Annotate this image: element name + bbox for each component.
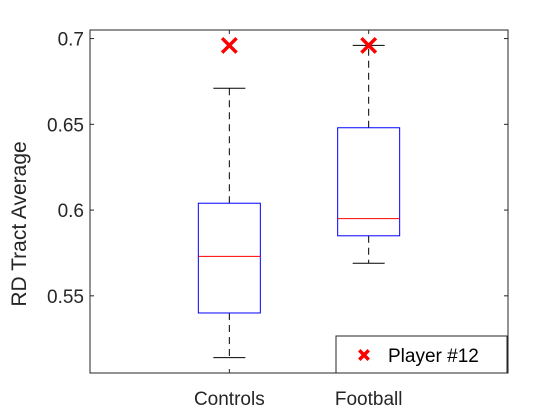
y-axis-label: RD Tract Average [8, 141, 31, 306]
player-marker-football [360, 36, 378, 54]
plot-frame [89, 29, 509, 374]
y-tick-label: 0.7 [58, 30, 84, 51]
highlight-points [220, 36, 378, 54]
x-tick-label: Football [335, 389, 403, 410]
legend-marker-x-icon [358, 349, 370, 361]
legend: Player #12 [335, 335, 508, 374]
legend-x-mark [358, 349, 370, 361]
legend-label: Player #12 [388, 346, 479, 367]
box-football [337, 44, 401, 264]
iqr-box [337, 127, 401, 237]
y-tick-label: 0.55 [47, 287, 84, 308]
box-series [197, 44, 401, 359]
iqr-box [197, 202, 261, 314]
y-tick-label: 0.65 [47, 115, 84, 136]
player-marker-controls [220, 36, 238, 54]
y-tick-label: 0.6 [58, 201, 84, 222]
box-controls [197, 87, 261, 359]
axes: 0.55 0.6 0.65 0.7 Controls Football [47, 29, 509, 410]
x-tick-label: Controls [194, 389, 265, 410]
